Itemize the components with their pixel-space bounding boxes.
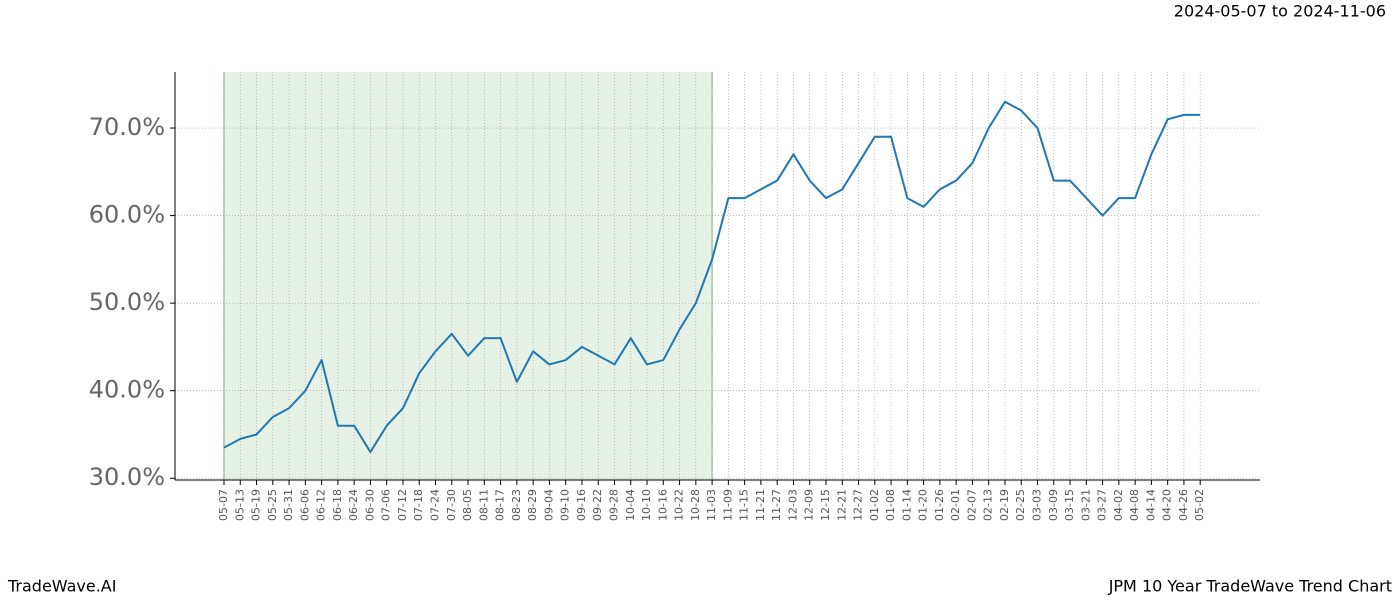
x-tick-label: 09-22 xyxy=(591,489,604,521)
x-tick-label: 11-15 xyxy=(738,489,751,521)
x-tick-label: 07-30 xyxy=(445,489,458,521)
y-tick-label: 70.0% xyxy=(89,113,165,141)
x-tick-label: 09-04 xyxy=(542,489,555,521)
y-tick-label: 40.0% xyxy=(89,376,165,404)
x-tick-label: 04-02 xyxy=(1112,489,1125,521)
x-tick-label: 11-21 xyxy=(754,489,767,521)
x-tick-label: 11-03 xyxy=(705,489,718,521)
x-tick-label: 06-12 xyxy=(315,489,328,521)
x-tick-label: 09-28 xyxy=(607,489,620,521)
x-tick-label: 05-07 xyxy=(217,489,230,521)
x-tick-label: 05-02 xyxy=(1193,489,1206,521)
x-tick-label: 04-14 xyxy=(1144,489,1157,521)
chart-title: JPM 10 Year TradeWave Trend Chart xyxy=(1108,577,1392,596)
date-range: 2024-05-07 to 2024-11-06 xyxy=(1174,2,1386,21)
y-tick-label: 30.0% xyxy=(89,463,165,491)
x-tick-label: 12-15 xyxy=(819,489,832,521)
x-tick-label: 12-21 xyxy=(835,489,848,521)
x-tick-label: 03-21 xyxy=(1079,489,1092,521)
x-tick-label: 07-24 xyxy=(429,489,442,521)
x-tick-label: 10-16 xyxy=(656,489,669,521)
x-tick-label: 02-25 xyxy=(1014,489,1027,521)
x-tick-label: 07-06 xyxy=(380,489,393,521)
x-tick-label: 06-18 xyxy=(331,489,344,521)
x-tick-label: 04-26 xyxy=(1177,489,1190,521)
x-tick-label: 02-13 xyxy=(982,489,995,521)
x-tick-label: 10-28 xyxy=(689,489,702,521)
x-tick-label: 03-27 xyxy=(1096,489,1109,521)
x-tick-label: 07-12 xyxy=(396,489,409,521)
x-tick-label: 05-19 xyxy=(250,489,263,521)
x-tick-label: 03-03 xyxy=(1031,489,1044,521)
x-tick-label: 01-02 xyxy=(868,489,881,521)
x-tick-label: 10-04 xyxy=(624,489,637,521)
x-tick-label: 08-17 xyxy=(494,489,507,521)
x-tick-label: 01-08 xyxy=(884,489,897,521)
y-tick-label: 60.0% xyxy=(89,201,165,229)
x-tick-label: 09-10 xyxy=(559,489,572,521)
x-tick-label: 06-30 xyxy=(363,489,376,521)
x-tick-label: 03-15 xyxy=(1063,489,1076,521)
x-tick-label: 05-31 xyxy=(282,489,295,521)
x-tick-label: 08-23 xyxy=(510,489,523,521)
x-tick-label: 02-01 xyxy=(949,489,962,521)
x-tick-label: 12-03 xyxy=(786,489,799,521)
x-tick-label: 09-16 xyxy=(575,489,588,521)
x-tick-label: 05-25 xyxy=(266,489,279,521)
x-tick-label: 12-09 xyxy=(803,489,816,521)
x-tick-label: 08-11 xyxy=(477,489,490,521)
x-tick-label: 08-05 xyxy=(461,489,474,521)
trend-line xyxy=(223,100,1201,453)
x-tick-label: 01-20 xyxy=(917,489,930,521)
x-tick-label: 03-09 xyxy=(1047,489,1060,521)
x-tick-label: 11-27 xyxy=(770,489,783,521)
x-tick-label: 06-06 xyxy=(298,489,311,521)
x-tick-label: 01-14 xyxy=(900,489,913,521)
x-tick-label: 05-13 xyxy=(233,489,246,521)
x-tick-label: 10-10 xyxy=(640,489,653,521)
x-tick-label: 08-29 xyxy=(526,489,539,521)
x-tick-label: 04-08 xyxy=(1128,489,1141,521)
y-tick-label: 50.0% xyxy=(89,288,165,316)
x-tick-label: 07-18 xyxy=(412,489,425,521)
x-tick-label: 01-26 xyxy=(933,489,946,521)
x-tick-label: 12-27 xyxy=(852,489,865,521)
x-tick-label: 04-20 xyxy=(1161,489,1174,521)
x-tick-label: 11-09 xyxy=(721,489,734,521)
brand: TradeWave.AI xyxy=(7,577,116,596)
x-tick-label: 02-07 xyxy=(965,489,978,521)
x-tick-label: 06-24 xyxy=(347,489,360,521)
x-tick-label: 02-19 xyxy=(998,489,1011,521)
x-tick-label: 10-22 xyxy=(673,489,686,521)
